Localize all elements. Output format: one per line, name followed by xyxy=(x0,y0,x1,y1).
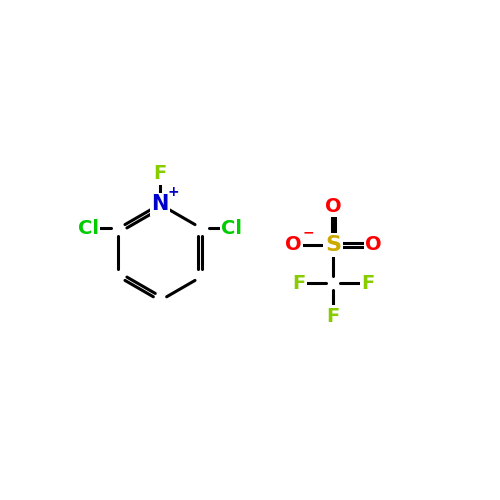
Text: S: S xyxy=(325,235,341,255)
Text: F: F xyxy=(292,274,305,293)
Text: F: F xyxy=(326,306,340,326)
Text: Cl: Cl xyxy=(221,219,242,238)
Text: O: O xyxy=(325,197,342,216)
Text: +: + xyxy=(168,185,179,199)
Text: F: F xyxy=(362,274,374,293)
Text: −: − xyxy=(302,226,314,239)
Text: Cl: Cl xyxy=(78,219,99,238)
Text: O: O xyxy=(284,236,301,255)
Text: N: N xyxy=(152,194,168,214)
Text: O: O xyxy=(366,236,382,255)
Text: F: F xyxy=(154,164,166,183)
